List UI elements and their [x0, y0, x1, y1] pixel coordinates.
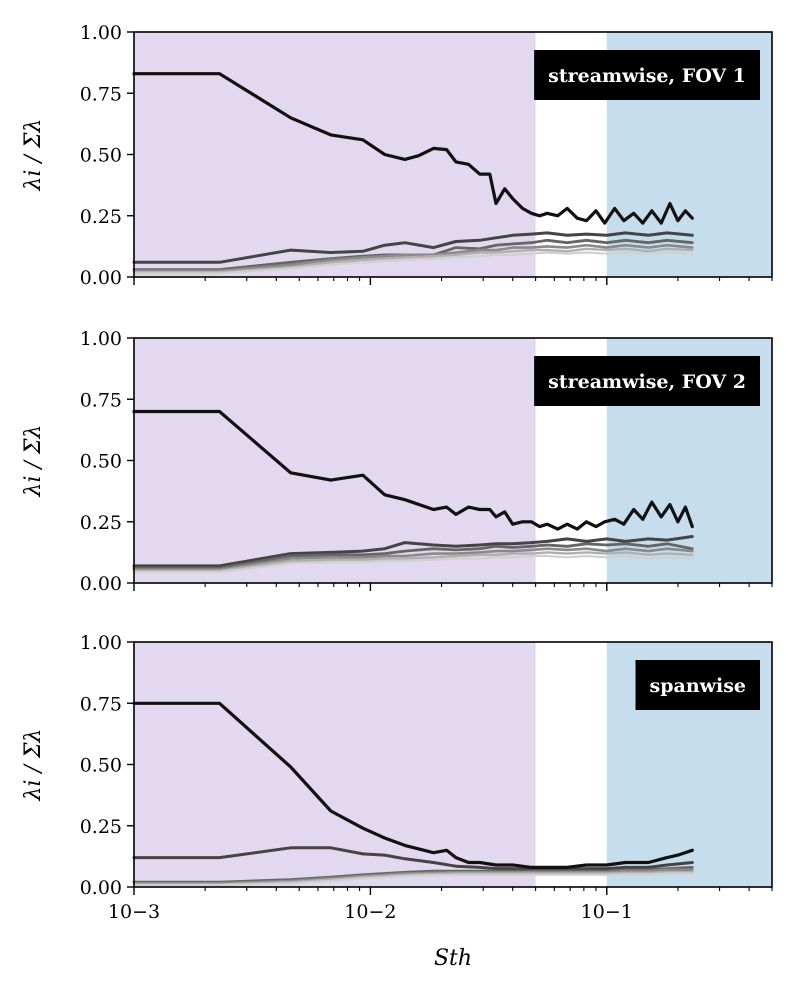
- annotation-box: streamwise, FOV 2: [534, 356, 760, 406]
- series-line-mode-4: [132, 547, 694, 571]
- panel-2: 0.00 0.25 0.50 0.75 1.00 λi / Σλ streamwise, F…: [21, 328, 773, 595]
- series-line-mode-2: [132, 846, 694, 872]
- annotation-label: spanwise: [650, 675, 746, 697]
- series-line-mode-4: [132, 243, 694, 273]
- y-tick-label: 0.75: [80, 389, 122, 411]
- annotation-bg: [534, 356, 760, 406]
- series-line-mode-6: [132, 554, 694, 574]
- annotation-bg: [534, 50, 760, 100]
- shaded-region-1: [134, 642, 536, 887]
- annotation-box: streamwise, FOV 1: [534, 50, 760, 100]
- series-line-mode-1: [132, 72, 694, 225]
- y-tick-label: 0.25: [80, 512, 122, 534]
- x-tick-label: 10−3: [108, 901, 160, 923]
- y-axis-label: λi / Σλ: [21, 425, 46, 498]
- y-tick-label: 0.25: [80, 816, 122, 838]
- panel-1: 0.00 0.25 0.50 0.75 1.00 λi / Σλ streamwise, F…: [21, 22, 773, 289]
- series-line-mode-3: [132, 542, 694, 570]
- y-axis-label: λi / Σλ: [21, 729, 46, 802]
- series-line-mode-5: [132, 551, 694, 572]
- y-tick-label: 0.50: [80, 451, 122, 473]
- series-line-mode-6: [132, 872, 694, 887]
- shaded-region-1: [134, 338, 536, 583]
- x-axis-label: Sth: [434, 946, 472, 971]
- y-tick-label: 0.75: [80, 693, 122, 715]
- series-line-mode-5: [132, 871, 694, 886]
- series-line-mode-1: [132, 701, 694, 870]
- y-tick-label: 0.25: [80, 206, 122, 228]
- annotation-label: streamwise, FOV 2: [548, 371, 746, 393]
- annotation-label: streamwise, FOV 1: [548, 65, 746, 87]
- series-line-mode-5: [132, 247, 694, 274]
- series-line-mode-6: [132, 251, 694, 275]
- y-tick-label: 0.75: [80, 83, 122, 105]
- series-line-mode-2: [132, 231, 694, 264]
- y-tick-label: 1.00: [80, 328, 122, 350]
- y-tick-label: 0.00: [80, 877, 122, 899]
- annotation-bg: [635, 660, 760, 710]
- y-tick-label: 1.00: [80, 22, 122, 44]
- y-tick-label: 0.50: [80, 755, 122, 777]
- series-line-mode-1: [132, 409, 694, 531]
- y-tick-label: 0.00: [80, 267, 122, 289]
- y-tick-label: 0.00: [80, 573, 122, 595]
- series-line-mode-2: [132, 535, 694, 568]
- y-tick-label: 1.00: [80, 632, 122, 654]
- annotation-box: spanwise: [635, 660, 760, 710]
- x-tick-label: 10−1: [581, 901, 633, 923]
- x-tick-label: 10−2: [344, 901, 396, 923]
- panel-3: 0.00 0.25 0.50 0.75 1.00 10−3 10−2 10−1 λi / Σλ S…: [21, 632, 773, 971]
- y-axis-label: λi / Σλ: [21, 119, 46, 192]
- y-tick-label: 0.50: [80, 145, 122, 167]
